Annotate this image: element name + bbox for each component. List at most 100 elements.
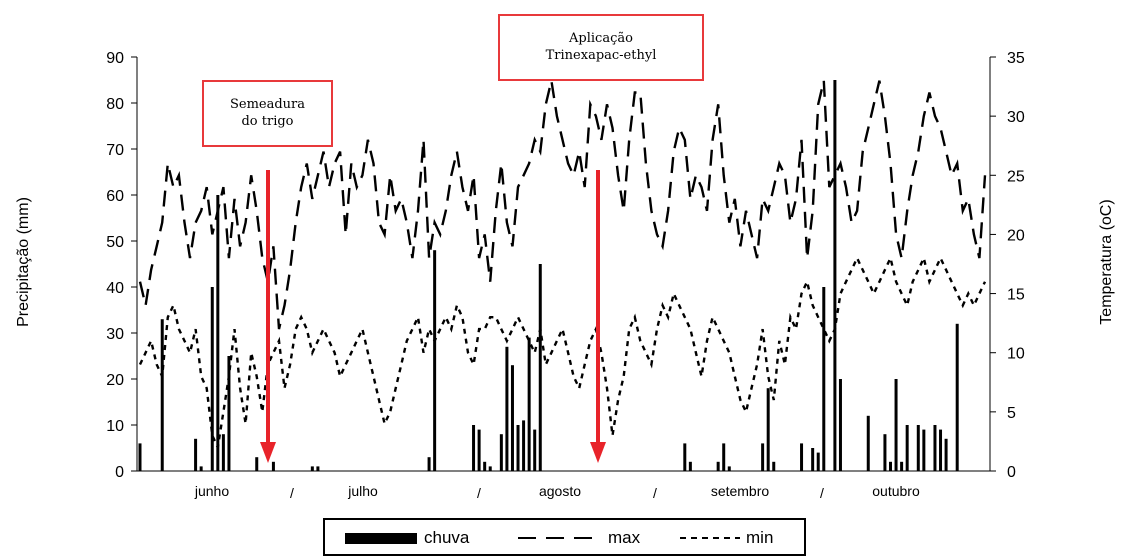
y-left-tick-label: 40 (106, 280, 124, 297)
month-separator: / (477, 485, 481, 501)
rain-bar (894, 379, 898, 471)
month-labels: junho julho agosto setembro outubro / / / / (194, 483, 920, 501)
rain-bar (516, 425, 520, 471)
rain-bar (160, 319, 164, 471)
rain-bar (822, 287, 826, 471)
month-label: julho (347, 483, 378, 499)
annotation-arrows (260, 170, 606, 463)
callout-aplicacao: Aplicação Trinexapac-ethyl (498, 14, 704, 81)
legend-swatch-long-dash (518, 537, 594, 539)
rain-bar (138, 443, 142, 471)
rain-bar (216, 195, 220, 471)
rain-bar (916, 425, 920, 471)
rain-bar (766, 388, 770, 471)
rain-bar (955, 323, 959, 471)
annotation-arrow-head (590, 442, 606, 463)
y-left-tick-label: 30 (106, 326, 124, 343)
y-right-tick-label: 35 (1007, 50, 1025, 67)
month-label: setembro (711, 483, 770, 499)
rain-bar (888, 461, 892, 471)
rain-bar (310, 466, 314, 471)
rain-bars (138, 80, 959, 471)
y-right-tick-label: 10 (1007, 346, 1025, 363)
legend-swatch-bar (345, 533, 417, 544)
rain-bar (210, 287, 214, 471)
rain-bar (221, 434, 225, 471)
month-label: agosto (539, 483, 581, 499)
y-axis-left-title: Precipitação (mm) (15, 197, 32, 327)
rain-bar (488, 466, 492, 471)
rain-bar (833, 80, 837, 471)
month-separator: / (820, 485, 824, 501)
rain-bar (271, 461, 275, 471)
rain-bar (194, 438, 198, 471)
rain-bar (933, 425, 937, 471)
rain-bar (505, 346, 509, 471)
rain-bar (716, 461, 720, 471)
y-left-tick-label: 90 (106, 50, 124, 67)
y-left-tick-label: 70 (106, 142, 124, 159)
rain-bar (922, 429, 926, 471)
rain-bar (905, 425, 909, 471)
rain-bar (316, 466, 320, 471)
rain-bar (533, 429, 537, 471)
legend-label-chuva: chuva (424, 528, 470, 547)
month-separator: / (290, 485, 294, 501)
callout-semeadura-line1: Semeadura (229, 97, 306, 112)
y-left-tick-label: 60 (106, 188, 124, 205)
y-left-tick-label: 20 (106, 372, 124, 389)
callout-aplicacao-line2: Trinexapac-ethyl (545, 48, 657, 63)
rain-bar (772, 461, 776, 471)
rain-bar (939, 429, 943, 471)
series-line-max (138, 80, 987, 330)
y-right-tick-label: 5 (1007, 405, 1016, 422)
y-left-tick-label: 0 (115, 464, 124, 481)
rain-bar (761, 443, 765, 471)
rain-bar (255, 457, 259, 471)
y-right-tick-label: 30 (1007, 109, 1025, 126)
legend: chuva max min (323, 518, 806, 556)
y-right-tick-label: 0 (1007, 464, 1016, 481)
y-left-tick-label: 80 (106, 96, 124, 113)
callout-semeadura-line2: do trigo (241, 114, 294, 129)
rain-bar (483, 461, 487, 471)
rain-bar (944, 438, 948, 471)
rain-bar (722, 443, 726, 471)
legend-label-max: max (608, 528, 641, 547)
rain-bar (510, 365, 514, 471)
rain-bar (816, 452, 820, 471)
rain-bar (883, 434, 887, 471)
callout-semeadura: Semeadura do trigo (202, 80, 333, 147)
month-separator: / (653, 485, 657, 501)
rain-bar (433, 250, 437, 471)
rain-bar (688, 461, 692, 471)
rain-bar (800, 443, 804, 471)
y-right-tick-label: 20 (1007, 227, 1025, 244)
annotation-arrow-head (260, 442, 276, 463)
rain-bar (538, 264, 542, 471)
rain-bar (227, 356, 231, 471)
callout-aplicacao-line1: Aplicação (569, 31, 633, 46)
month-label: outubro (872, 483, 920, 499)
temperature-lines (138, 80, 987, 452)
tick-labels: 0 10 20 30 40 50 60 70 80 90 0 5 10 15 20 25 30 35 (106, 50, 1025, 481)
rain-bar (199, 466, 203, 471)
rain-bar (527, 337, 531, 471)
rain-bar (727, 466, 731, 471)
rain-bar (900, 461, 904, 471)
legend-swatch-short-dash (680, 537, 740, 539)
rain-bar (499, 434, 503, 471)
y-axis-right-title: Temperatura (oC) (1098, 199, 1115, 324)
month-label: junho (194, 483, 229, 499)
rain-bar (472, 425, 476, 471)
rain-bar (477, 429, 481, 471)
rain-bar (811, 448, 815, 471)
legend-label-min: min (746, 528, 774, 547)
rain-bar (683, 443, 687, 471)
y-right-tick-label: 15 (1007, 287, 1025, 304)
rain-bar (866, 415, 870, 471)
y-left-tick-label: 10 (106, 418, 124, 435)
axes (131, 56, 996, 472)
y-right-tick-label: 25 (1007, 168, 1025, 185)
